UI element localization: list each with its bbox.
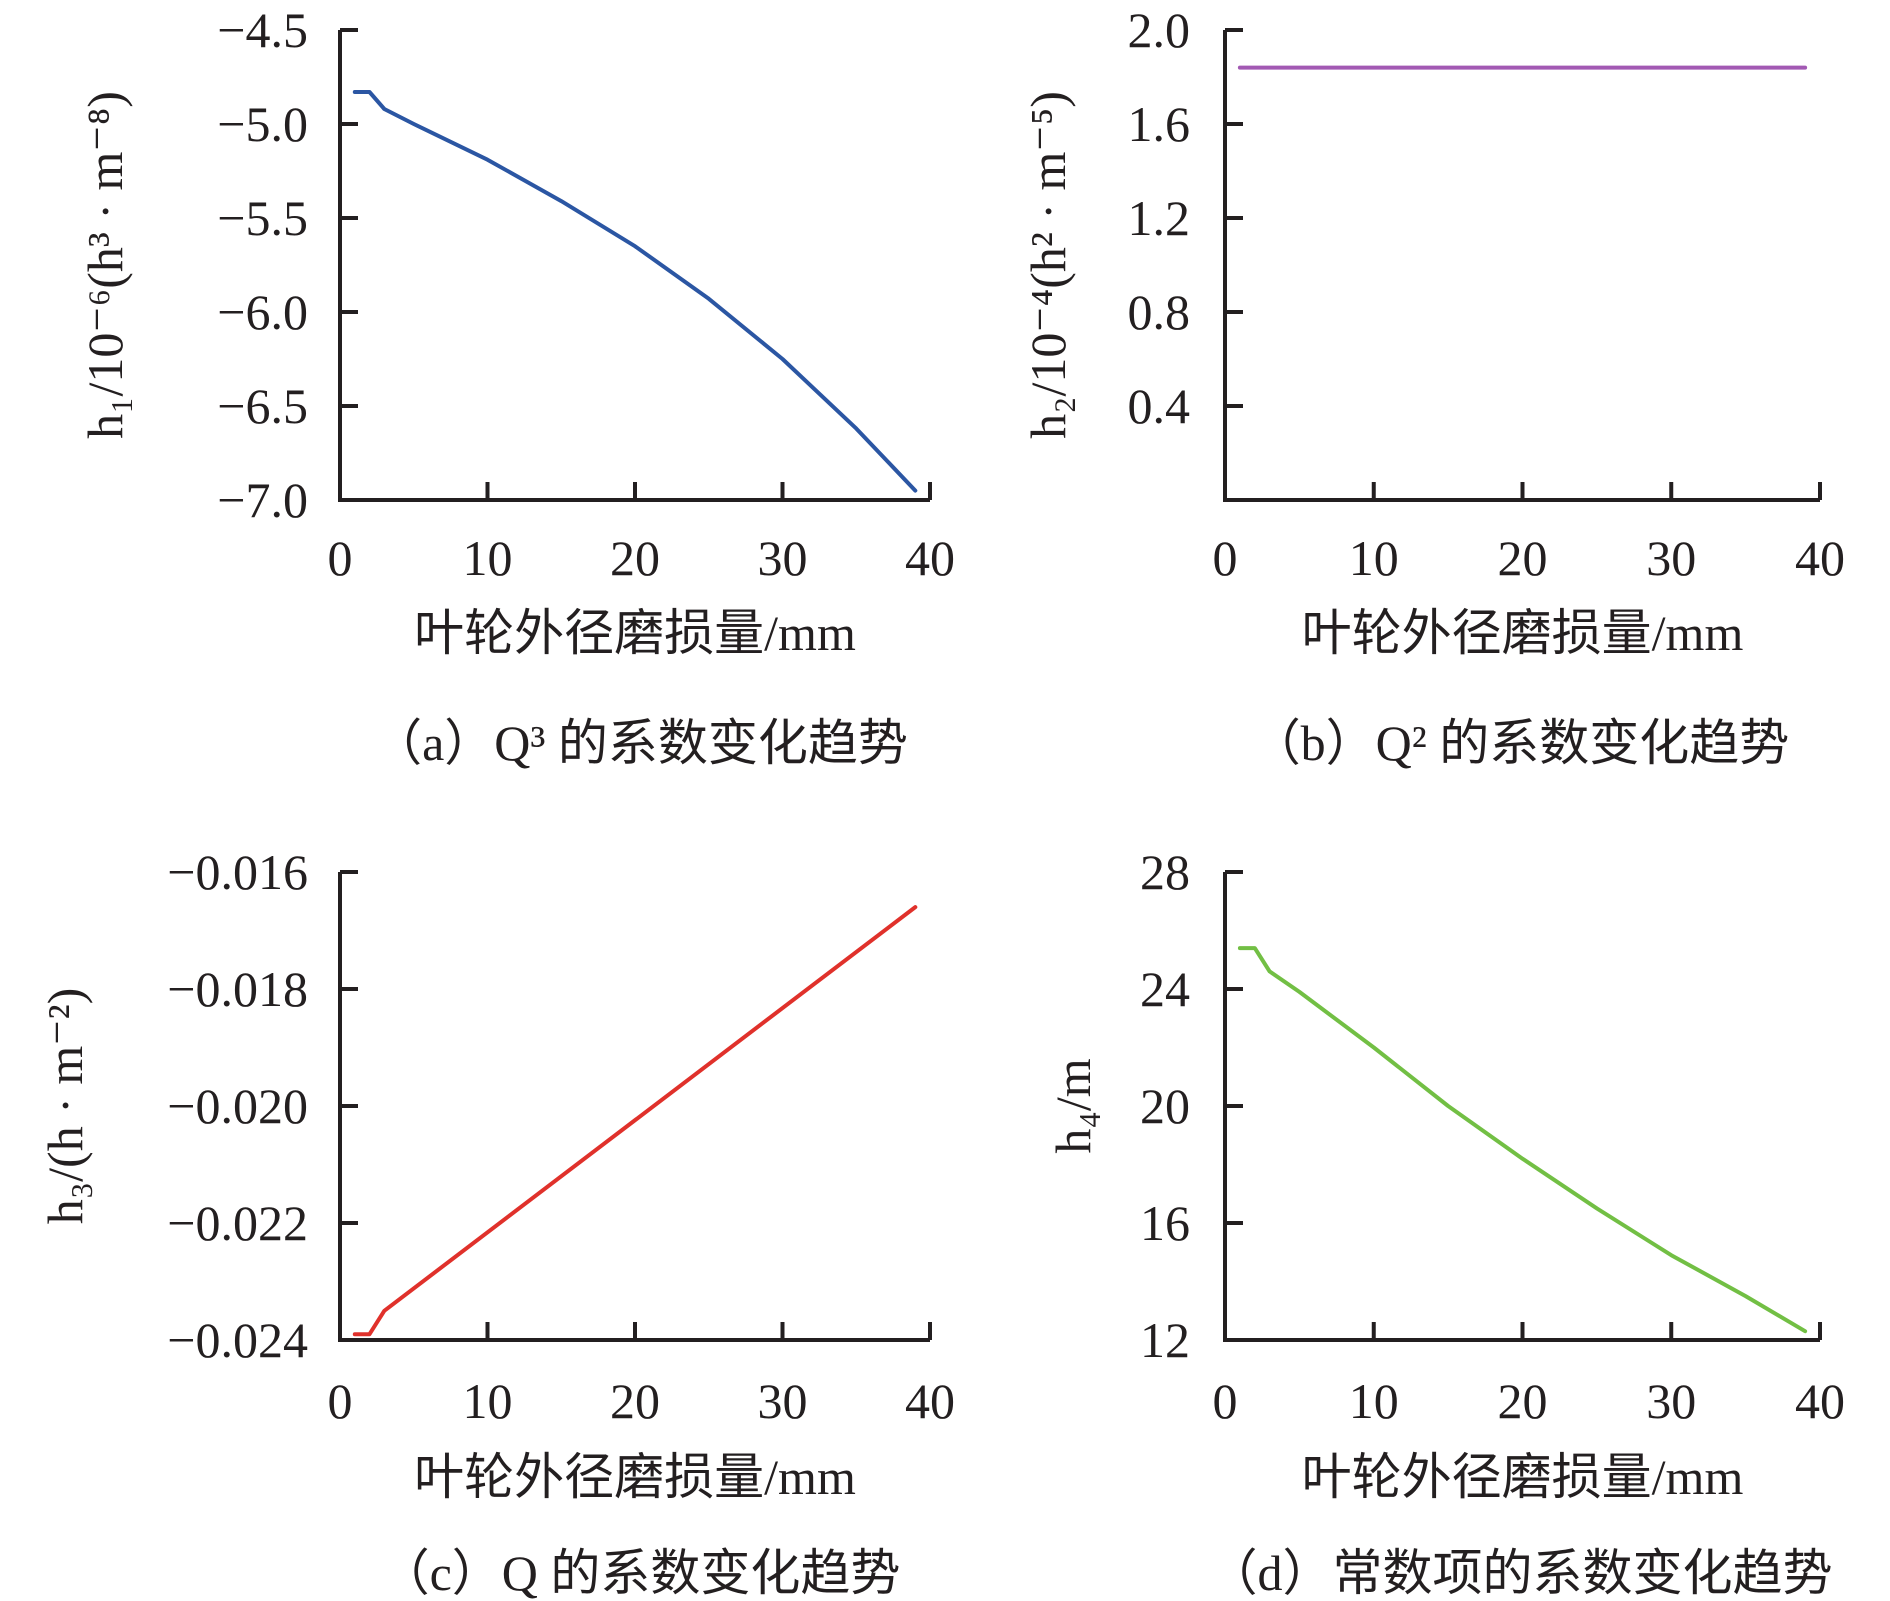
y-axis-title: h₂/10⁻⁴(h² · m⁻⁵) [1020, 91, 1076, 439]
x-tick-label: 0 [328, 530, 353, 586]
x-tick-label: 20 [1498, 1373, 1548, 1429]
x-axis-title: 叶轮外径磨损量/mm [1302, 605, 1744, 661]
y-tick-label: −0.024 [167, 1312, 308, 1368]
x-tick-label: 30 [1646, 530, 1696, 586]
x-tick-label: 30 [1646, 1373, 1696, 1429]
x-tick-label: 20 [1498, 530, 1548, 586]
x-tick-label: 20 [610, 1373, 660, 1429]
y-tick-label: −5.0 [217, 96, 308, 152]
y-tick-label: 2.0 [1128, 2, 1191, 58]
x-tick-label: 40 [905, 530, 955, 586]
y-tick-label: −0.020 [167, 1078, 308, 1134]
y-tick-label: −5.5 [217, 190, 308, 246]
y-tick-label: 1.6 [1128, 96, 1191, 152]
y-tick-label: −6.5 [217, 378, 308, 434]
y-tick-label: 20 [1140, 1078, 1190, 1134]
x-axis-title: 叶轮外径磨损量/mm [414, 1449, 856, 1505]
x-tick-label: 20 [610, 530, 660, 586]
y-tick-label: 24 [1140, 961, 1190, 1017]
x-tick-label: 10 [1349, 1373, 1399, 1429]
x-tick-label: 10 [463, 530, 513, 586]
x-tick-label: 10 [1349, 530, 1399, 586]
x-tick-label: 30 [758, 530, 808, 586]
panel-caption: （a）Q³ 的系数变化趋势 [372, 715, 908, 771]
y-tick-label: 12 [1140, 1312, 1190, 1368]
chart-panel-d: 12 16 20 24 28 0 10 20 30 40 叶轮外径磨损量/mm h₄/m （d）常数项的… [1045, 844, 1845, 1601]
panel-caption: （b）Q² 的系数变化趋势 [1251, 715, 1790, 771]
y-tick-label: 0.8 [1128, 284, 1191, 340]
y-tick-label: 28 [1140, 844, 1190, 900]
y-tick-label: 1.2 [1128, 190, 1191, 246]
y-tick-label: −0.016 [167, 844, 308, 900]
x-tick-label: 40 [1795, 530, 1845, 586]
y-axis-title: h₄/m [1045, 1058, 1101, 1153]
y-tick-label: −6.0 [217, 284, 308, 340]
y-tick-label: −0.018 [167, 961, 308, 1017]
y-tick-label: −4.5 [217, 2, 308, 58]
chart-panel-b: 0.4 0.8 1.2 1.6 2.0 0 10 20 30 40 叶轮外径磨损量/mm h₂/10⁻… [1020, 2, 1845, 771]
x-tick-label: 0 [328, 1373, 353, 1429]
x-tick-label: 0 [1213, 1373, 1238, 1429]
series-line-c [352, 905, 918, 1337]
panel-caption: （c）Q 的系数变化趋势 [380, 1545, 901, 1601]
y-tick-label: −7.0 [217, 472, 308, 528]
x-axis-title: 叶轮外径磨损量/mm [1302, 1449, 1744, 1505]
series-line-d [1237, 946, 1808, 1334]
y-tick-label: −0.022 [167, 1195, 308, 1251]
series-line-a [352, 90, 918, 493]
x-tick-label: 40 [905, 1373, 955, 1429]
x-tick-label: 10 [463, 1373, 513, 1429]
y-tick-label: 0.4 [1128, 378, 1191, 434]
x-tick-label: 0 [1213, 530, 1238, 586]
y-axis-title: h₃/(h · m⁻²) [37, 988, 93, 1225]
y-axis-title: h₁/10⁻⁶(h³ · m⁻⁸) [77, 91, 133, 439]
x-tick-label: 30 [758, 1373, 808, 1429]
chart-panel-a: −7.0 −6.5 −6.0 −5.5 −5.0 −4.5 0 10 20 30 40 叶轮外径磨损量… [77, 2, 955, 771]
panel-caption: （d）常数项的系数变化趋势 [1208, 1545, 1833, 1601]
y-tick-label: 16 [1140, 1195, 1190, 1251]
x-axis-title: 叶轮外径磨损量/mm [414, 605, 856, 661]
x-tick-label: 40 [1795, 1373, 1845, 1429]
chart-panel-c: −0.024 −0.022 −0.020 −0.018 −0.016 0 10 20 30 40 叶… [37, 844, 955, 1601]
